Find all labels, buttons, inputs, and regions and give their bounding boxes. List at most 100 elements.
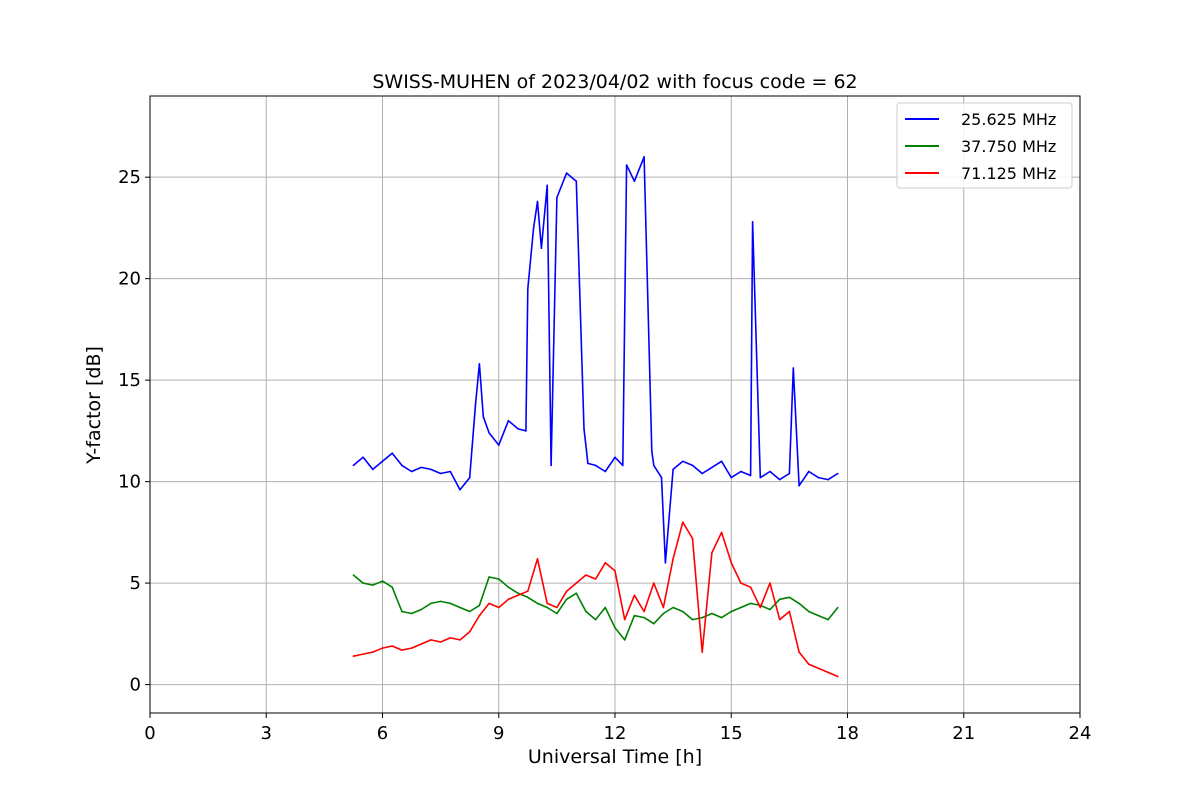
- data-point-37-750-mhz: [730, 610, 733, 613]
- legend-label-25625: 25.625 MHz: [961, 110, 1056, 129]
- data-point-37-750-mhz: [439, 600, 442, 603]
- data-point-37-750-mhz: [459, 606, 461, 609]
- data-point-25-625-mhz: [682, 460, 684, 463]
- data-point-25-625-mhz: [633, 180, 636, 182]
- data-point-37-750-mhz: [468, 610, 471, 613]
- data-point-25-625-mhz: [352, 464, 355, 467]
- data-point-37-750-mhz: [798, 602, 800, 605]
- data-point-25-625-mhz: [711, 466, 713, 469]
- data-point-37-750-mhz: [565, 598, 568, 601]
- data-point-71-125-mhz: [565, 590, 568, 592]
- data-point-71-125-mhz: [711, 551, 713, 554]
- data-point-71-125-mhz: [604, 562, 607, 564]
- y-axis-label: Y-factor [dB]: [83, 346, 105, 465]
- data-point-25-625-mhz: [532, 227, 535, 229]
- data-point-71-125-mhz: [430, 639, 432, 641]
- data-point-25-625-mhz: [730, 476, 733, 479]
- data-point-25-625-mhz: [372, 468, 374, 471]
- legend-label-37750: 37.750 MHz: [961, 137, 1056, 156]
- data-point-25-625-mhz: [507, 419, 510, 422]
- y-tick-label: 15: [118, 370, 141, 391]
- chart-title: SWISS-MUHEN of 2023/04/02 with focus cod…: [372, 71, 857, 93]
- data-point-71-125-mhz: [459, 639, 461, 641]
- data-point-71-125-mhz: [682, 521, 684, 523]
- data-point-37-750-mhz: [643, 616, 645, 619]
- data-point-71-125-mhz: [740, 582, 742, 584]
- data-point-37-750-mhz: [391, 586, 394, 588]
- data-point-37-750-mhz: [653, 622, 655, 625]
- x-axis-label: Universal Time [h]: [528, 746, 702, 768]
- data-point-25-625-mhz: [575, 180, 578, 182]
- y-tick-label: 0: [130, 675, 141, 696]
- data-point-25-625-mhz: [792, 367, 795, 369]
- data-point-25-625-mhz: [449, 470, 452, 473]
- data-point-71-125-mhz: [420, 643, 423, 645]
- data-point-25-625-mhz: [651, 450, 653, 453]
- data-point-25-625-mhz: [817, 476, 820, 479]
- data-point-37-750-mhz: [623, 639, 626, 641]
- data-point-25-625-mhz: [691, 464, 694, 467]
- data-point-25-625-mhz: [401, 464, 403, 467]
- legend-box: [896, 102, 1073, 189]
- data-point-25-625-mhz: [525, 430, 527, 432]
- data-point-25-625-mhz: [498, 444, 500, 446]
- data-point-25-625-mhz: [474, 403, 477, 406]
- data-point-25-625-mhz: [604, 470, 607, 473]
- data-point-25-625-mhz: [517, 428, 519, 430]
- data-point-37-750-mhz: [662, 612, 665, 615]
- data-point-25-625-mhz: [420, 466, 423, 469]
- data-point-37-750-mhz: [769, 608, 771, 611]
- data-point-37-750-mhz: [778, 598, 781, 601]
- data-point-25-625-mhz: [430, 468, 432, 471]
- x-tick-label: 6: [377, 723, 388, 744]
- y-tick-label: 5: [130, 573, 141, 594]
- data-point-25-625-mhz: [614, 456, 616, 459]
- x-axis: 0 3 6 9 12 15 18 21 24: [144, 713, 1091, 744]
- data-point-37-750-mhz: [449, 602, 452, 605]
- data-point-71-125-mhz: [401, 649, 403, 651]
- data-point-37-750-mhz: [478, 604, 481, 607]
- x-tick-label: 9: [493, 723, 504, 744]
- data-point-71-125-mhz: [362, 653, 364, 655]
- data-point-71-125-mhz: [546, 602, 548, 605]
- data-point-71-125-mhz: [614, 570, 616, 572]
- data-point-25-625-mhz: [540, 247, 543, 249]
- data-point-37-750-mhz: [701, 616, 703, 619]
- data-point-37-750-mhz: [720, 616, 723, 619]
- data-point-37-750-mhz: [488, 576, 490, 578]
- data-point-71-125-mhz: [585, 574, 587, 576]
- data-point-71-125-mhz: [527, 590, 529, 592]
- data-point-71-125-mhz: [478, 614, 481, 617]
- data-point-71-125-mhz: [623, 618, 626, 621]
- x-tick-label: 0: [144, 723, 155, 744]
- data-point-25-625-mhz: [536, 200, 539, 203]
- data-point-71-125-mhz: [653, 582, 655, 584]
- data-point-25-625-mhz: [556, 196, 558, 199]
- data-point-37-750-mhz: [381, 580, 384, 582]
- data-point-25-625-mhz: [594, 464, 597, 467]
- data-point-37-750-mhz: [817, 614, 820, 617]
- data-point-71-125-mhz: [759, 606, 762, 609]
- data-point-37-750-mhz: [614, 627, 616, 629]
- data-point-25-625-mhz: [643, 156, 645, 158]
- data-point-71-125-mhz: [575, 582, 578, 584]
- data-point-25-625-mhz: [701, 472, 703, 475]
- data-point-25-625-mhz: [565, 172, 568, 174]
- data-point-25-625-mhz: [660, 476, 663, 479]
- data-point-71-125-mhz: [798, 651, 800, 653]
- data-point-37-750-mhz: [362, 582, 364, 584]
- data-point-37-750-mhz: [711, 612, 713, 615]
- data-point-71-125-mhz: [701, 651, 703, 653]
- data-point-37-750-mhz: [352, 574, 355, 576]
- data-point-25-625-mhz: [740, 470, 742, 473]
- data-point-37-750-mhz: [546, 606, 548, 609]
- data-point-37-750-mhz: [604, 606, 607, 609]
- data-point-37-750-mhz: [682, 610, 684, 613]
- data-point-71-125-mhz: [749, 586, 752, 588]
- data-point-25-625-mhz: [622, 464, 624, 467]
- data-point-71-125-mhz: [556, 606, 558, 609]
- data-point-71-125-mhz: [507, 598, 510, 601]
- x-tick-label: 18: [836, 723, 859, 744]
- data-point-37-750-mhz: [575, 592, 578, 595]
